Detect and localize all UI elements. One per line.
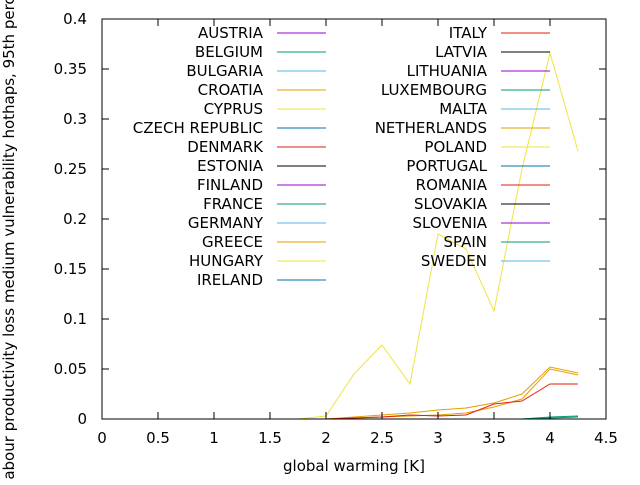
legend-label: SWEDEN (421, 252, 487, 270)
x-tick-label: 0 (97, 429, 107, 447)
legend-label: POLAND (424, 138, 487, 156)
legend-label: ITALY (449, 24, 488, 42)
legend-label: LUXEMBOURG (381, 81, 487, 99)
legend-label: HUNGARY (189, 252, 264, 270)
legend-label: BULGARIA (186, 62, 263, 80)
legend-entry-bulgaria: BULGARIA (186, 62, 326, 80)
legend-label: GERMANY (188, 214, 264, 232)
legend-entry-luxembourg: LUXEMBOURG (381, 81, 550, 99)
x-tick-label: 0.5 (146, 429, 170, 447)
x-tick-label: 1 (209, 429, 219, 447)
legend-entry-poland: POLAND (424, 138, 550, 156)
legend-entry-netherlands: NETHERLANDS (375, 119, 550, 137)
legend-label: FINLAND (197, 176, 263, 194)
series-layer (297, 51, 579, 420)
x-tick-label: 4 (545, 429, 555, 447)
legend-entry-ireland: IRELAND (197, 271, 326, 289)
legend-entry-malta: MALTA (439, 100, 550, 118)
legend-entry-italy: ITALY (449, 24, 550, 42)
y-tick-label: 0.2 (63, 210, 87, 228)
y-tick-label: 0.1 (63, 310, 87, 328)
legend-label: LATVIA (435, 43, 488, 61)
legend-label: AUSTRIA (198, 24, 264, 42)
legend-label: CROATIA (198, 81, 264, 99)
x-tick-label: 1.5 (258, 429, 282, 447)
x-tick-label: 3.5 (482, 429, 506, 447)
series-line-croatia (298, 368, 579, 420)
legend-entry-france: FRANCE (203, 195, 326, 213)
legend-entry-croatia: CROATIA (198, 81, 326, 99)
legend-entry-portugal: PORTUGAL (406, 157, 550, 175)
legend-label: ROMANIA (416, 176, 488, 194)
y-tick-label: 0.4 (63, 10, 87, 28)
legend-entry-slovakia: SLOVAKIA (414, 195, 550, 213)
legend-label: ESTONIA (197, 157, 264, 175)
y-tick-label: 0.3 (63, 110, 87, 128)
x-tick-label: 3 (433, 429, 443, 447)
legend-label: DENMARK (187, 138, 264, 156)
y-axis-label: labour productivity loss medium vulnerab… (0, 0, 18, 480)
y-tick-label: 0.15 (54, 260, 87, 278)
legend-label: GREECE (202, 233, 263, 251)
legend-label: MALTA (439, 100, 487, 118)
x-axis-label: global warming [K] (283, 457, 425, 475)
legend-entry-lithuania: LITHUANIA (407, 62, 550, 80)
legend-entry-slovenia: SLOVENIA (412, 214, 550, 232)
legend-label: LITHUANIA (407, 62, 488, 80)
series-line-greece (298, 366, 579, 420)
plot-frame (101, 18, 607, 420)
legend-entry-sweden: SWEDEN (421, 252, 550, 270)
y-tick-label: 0.25 (54, 160, 87, 178)
legend-entry-hungary: HUNGARY (189, 252, 326, 270)
legend-label: CZECH REPUBLIC (133, 119, 263, 137)
legend-entry-estonia: ESTONIA (197, 157, 326, 175)
legend-label: SPAIN (443, 233, 487, 251)
legend-label: PORTUGAL (406, 157, 487, 175)
legend-entry-germany: GERMANY (188, 214, 326, 232)
legend-entry-latvia: LATVIA (435, 43, 550, 61)
y-tick-label: 0.35 (54, 60, 87, 78)
legend-label: CYPRUS (204, 100, 263, 118)
legend-entry-finland: FINLAND (197, 176, 326, 194)
legend-entry-spain: SPAIN (443, 233, 550, 251)
y-tick-label: 0.05 (54, 360, 87, 378)
legend-label: SLOVAKIA (414, 195, 488, 213)
x-tick-label: 4.5 (594, 429, 618, 447)
legend-entry-romania: ROMANIA (416, 176, 550, 194)
legend-entry-denmark: DENMARK (187, 138, 326, 156)
legend-entry-belgium: BELGIUM (195, 43, 326, 61)
x-tick-label: 2 (321, 429, 331, 447)
legend-label: FRANCE (203, 195, 263, 213)
legend-entry-czech-republic: CZECH REPUBLIC (133, 119, 326, 137)
legend-label: BELGIUM (195, 43, 263, 61)
legend-label: IRELAND (197, 271, 263, 289)
legend-entry-greece: GREECE (202, 233, 326, 251)
legend-entry-cyprus: CYPRUS (204, 100, 326, 118)
axis-layer: 0 0.5 1 1.5 2 2.5 3 3.5 4 4.5 0 0.05 0.1 0.15 0.2 0.25 0… (54, 10, 618, 447)
y-tick-label: 0 (77, 410, 87, 428)
legend-entry-austria: AUSTRIA (198, 24, 326, 42)
legend-label: SLOVENIA (412, 214, 487, 232)
legend-label: NETHERLANDS (375, 119, 487, 137)
x-tick-label: 2.5 (370, 429, 394, 447)
legend: AUSTRIABELGIUMBULGARIACROATIACYPRUSCZECH… (133, 24, 550, 289)
series-line-poland (297, 51, 579, 420)
